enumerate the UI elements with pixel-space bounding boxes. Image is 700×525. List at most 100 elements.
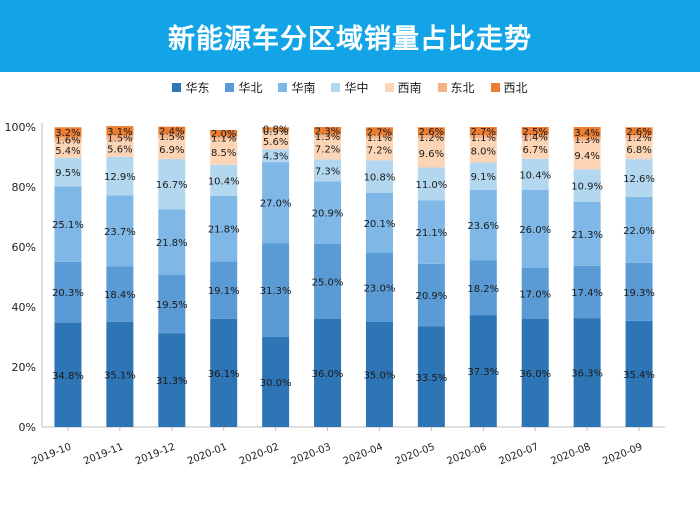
bar-segment bbox=[54, 127, 82, 137]
bar-segment bbox=[625, 135, 653, 139]
bar-segment bbox=[106, 321, 134, 427]
data-label: 10.4% bbox=[208, 176, 240, 187]
data-label: 1.5% bbox=[107, 134, 132, 145]
data-label: 11.0% bbox=[415, 180, 447, 191]
bar-segment bbox=[106, 139, 134, 157]
bar-segment bbox=[210, 139, 238, 165]
data-label: 6.8% bbox=[626, 145, 651, 156]
bar-segment bbox=[521, 127, 549, 135]
data-label: 1.2% bbox=[626, 133, 651, 144]
data-label: 8.0% bbox=[471, 146, 496, 157]
bar-segment bbox=[106, 266, 134, 322]
data-label: 1.3% bbox=[574, 135, 599, 146]
data-label: 2.4% bbox=[159, 126, 184, 137]
x-tick-label: 2019-11 bbox=[82, 442, 125, 468]
data-label: 7.2% bbox=[367, 146, 392, 157]
data-label: 1.2% bbox=[419, 133, 444, 144]
data-label: 5.6% bbox=[263, 137, 288, 148]
bar-segment bbox=[625, 127, 653, 136]
data-label: 3.1% bbox=[107, 127, 132, 138]
data-label: 2.7% bbox=[367, 127, 392, 138]
data-label: 33.5% bbox=[415, 373, 447, 384]
bar-segment bbox=[573, 318, 601, 427]
data-label: 21.3% bbox=[571, 230, 603, 241]
data-label: 9.4% bbox=[574, 151, 599, 162]
bar-segment bbox=[417, 326, 445, 427]
data-label: 7.3% bbox=[315, 166, 340, 177]
x-tick-label: 2020-01 bbox=[186, 442, 229, 468]
data-label: 35.4% bbox=[623, 370, 655, 381]
bar-segment bbox=[210, 130, 238, 136]
legend-swatch bbox=[490, 82, 500, 92]
bar-segment bbox=[158, 126, 186, 134]
legend-label: 华北 bbox=[238, 80, 263, 95]
data-label: 19.1% bbox=[208, 286, 240, 297]
data-label: 23.6% bbox=[467, 221, 499, 232]
x-tick-label: 2019-10 bbox=[30, 442, 73, 468]
bar-segment bbox=[521, 158, 549, 190]
y-tick-label: 0% bbox=[19, 421, 36, 434]
bar-segment bbox=[314, 133, 342, 138]
bar-segment bbox=[54, 136, 82, 142]
bar-segment bbox=[521, 138, 549, 159]
bar-segment bbox=[365, 138, 393, 161]
legend-item: 华中 bbox=[331, 79, 369, 96]
legend-label: 西南 bbox=[397, 80, 422, 95]
data-label: 8.5% bbox=[211, 148, 236, 159]
legend-label: 华中 bbox=[344, 80, 369, 95]
data-label: 23.7% bbox=[104, 227, 136, 238]
bar-segment bbox=[573, 169, 601, 202]
bar-segment bbox=[417, 138, 445, 168]
bar-segment bbox=[625, 138, 653, 160]
data-label: 27.0% bbox=[260, 199, 292, 210]
legend-label: 华南 bbox=[291, 80, 316, 95]
x-tick-label: 2020-04 bbox=[342, 442, 385, 468]
data-label: 17.0% bbox=[519, 290, 551, 301]
data-label: 12.9% bbox=[104, 172, 136, 183]
legend-swatch bbox=[225, 82, 235, 92]
x-tick-label: 2020-07 bbox=[497, 442, 540, 468]
bar-segment bbox=[417, 135, 445, 139]
x-tick-label: 2020-08 bbox=[549, 442, 592, 468]
data-label: 20.3% bbox=[52, 288, 84, 299]
bar-segment bbox=[262, 337, 290, 427]
data-label: 35.1% bbox=[104, 370, 136, 381]
bar-segment bbox=[106, 135, 134, 140]
bar-segment bbox=[262, 149, 290, 163]
bar-segment bbox=[521, 268, 549, 319]
data-label: 9.6% bbox=[419, 149, 444, 160]
y-tick-label: 60% bbox=[12, 241, 36, 254]
bar-segment bbox=[469, 162, 497, 190]
data-label: 2.5% bbox=[523, 127, 548, 138]
bar-segment bbox=[625, 196, 653, 263]
bar-segment bbox=[158, 333, 186, 427]
bar-segment bbox=[365, 160, 393, 193]
x-tick-label: 2020-02 bbox=[238, 442, 281, 468]
legend-item: 西北 bbox=[490, 79, 528, 96]
data-label: 2.0% bbox=[211, 129, 236, 140]
data-label: 37.3% bbox=[467, 367, 499, 378]
legend-item: 西南 bbox=[384, 79, 422, 96]
bar-segment bbox=[521, 190, 549, 268]
data-label: 1.1% bbox=[211, 134, 236, 145]
x-tick-label: 2020-05 bbox=[394, 442, 437, 468]
data-label: 20.9% bbox=[415, 291, 447, 302]
bar-segment bbox=[521, 134, 549, 139]
legend-item: 华北 bbox=[225, 79, 262, 96]
data-label: 36.0% bbox=[519, 369, 551, 380]
bar-segment bbox=[106, 195, 134, 267]
bar-segment bbox=[625, 159, 653, 197]
data-label: 0.9% bbox=[263, 127, 288, 138]
bar-segment bbox=[365, 253, 393, 322]
bar-segment bbox=[54, 261, 82, 323]
bar-segment bbox=[417, 200, 445, 264]
bar-segment bbox=[210, 196, 238, 262]
bar-segment bbox=[106, 156, 134, 196]
data-label: 18.2% bbox=[467, 284, 499, 295]
bar-segment bbox=[469, 260, 497, 316]
bar-segment bbox=[469, 315, 497, 427]
bar-segment bbox=[262, 129, 290, 133]
data-label: 7.2% bbox=[315, 145, 340, 156]
data-label: 20.1% bbox=[364, 219, 396, 230]
